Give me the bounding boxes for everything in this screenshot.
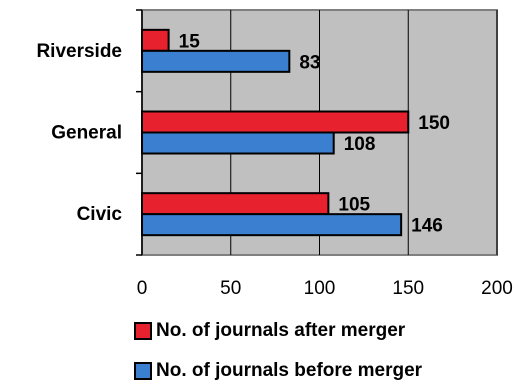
x-tick-label: 0 bbox=[137, 278, 148, 299]
legend-swatch-after bbox=[134, 322, 152, 340]
data-label-civic-before: 146 bbox=[411, 216, 443, 237]
x-tick-label: 200 bbox=[481, 278, 513, 299]
bar-general-after bbox=[141, 110, 410, 134]
data-label-general-before: 108 bbox=[344, 134, 376, 155]
bar-riverside-after bbox=[141, 28, 170, 52]
x-tick-labels: 0 50 100 150 200 bbox=[137, 278, 513, 299]
bar-general-before bbox=[141, 131, 335, 155]
x-tick-label: 100 bbox=[304, 278, 336, 299]
legend-entry-before: No. of journals before merger bbox=[134, 358, 514, 384]
data-labels: 15 83 150 108 105 146 bbox=[179, 31, 450, 236]
category-label-civic: Civic bbox=[77, 204, 123, 225]
data-label-general-after: 150 bbox=[418, 113, 450, 134]
legend-entry-after: No. of journals after merger bbox=[134, 318, 514, 344]
y-category-ticks bbox=[136, 9, 142, 256]
data-label-riverside-after: 15 bbox=[179, 31, 201, 52]
x-tick-label: 50 bbox=[220, 278, 241, 299]
legend-swatch-before bbox=[134, 362, 152, 380]
bar-riverside-before bbox=[141, 49, 291, 73]
legend-label-after: No. of journals after merger bbox=[156, 320, 406, 341]
category-labels: Riverside General Civic bbox=[36, 41, 122, 225]
x-tick-label: 150 bbox=[392, 278, 424, 299]
bar-civic-before bbox=[141, 213, 403, 237]
bar-civic-after bbox=[141, 192, 330, 216]
category-label-riverside: Riverside bbox=[36, 41, 122, 62]
legend-label-before: No. of journals before merger bbox=[156, 360, 423, 381]
data-label-riverside-before: 83 bbox=[299, 52, 320, 73]
category-label-general: General bbox=[51, 123, 122, 144]
bars bbox=[141, 28, 410, 237]
data-label-civic-after: 105 bbox=[338, 195, 370, 216]
